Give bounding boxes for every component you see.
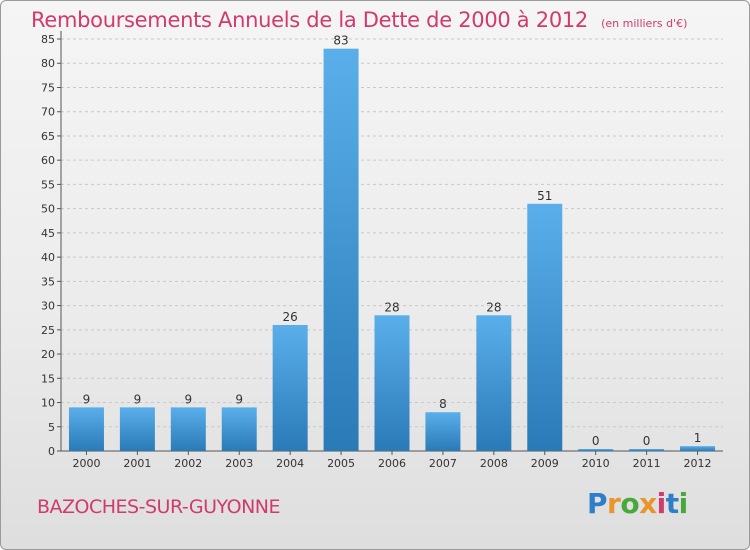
bar-2003 xyxy=(221,407,257,451)
bar-value-label-2009: 51 xyxy=(537,189,552,203)
bar-value-label-2012: 1 xyxy=(694,431,702,445)
bar-2010 xyxy=(578,449,614,451)
y-tick-label: 55 xyxy=(41,178,55,191)
chart-title: Remboursements Annuels de la Dette de 20… xyxy=(31,8,588,32)
bar-2000 xyxy=(68,407,104,451)
chart-subtitle: (en milliers d'€) xyxy=(601,17,688,30)
y-tick-label: 5 xyxy=(48,421,55,434)
x-tick-label-2008: 2008 xyxy=(480,457,508,470)
y-tick-label: 65 xyxy=(41,130,55,143)
x-tick-label-2004: 2004 xyxy=(276,457,304,470)
logo-letter: x xyxy=(639,487,657,520)
y-tick-label: 10 xyxy=(41,397,55,410)
y-tick-label: 85 xyxy=(41,33,55,46)
bar-2001 xyxy=(119,407,155,451)
bar-2012 xyxy=(680,446,716,451)
x-tick-label-2009: 2009 xyxy=(531,457,559,470)
logo-letter: i xyxy=(656,487,667,520)
logo-letter: P xyxy=(587,487,608,520)
title-row: Remboursements Annuels de la Dette de 20… xyxy=(31,8,687,32)
logo-letter: o xyxy=(620,487,640,520)
x-tick-label-2007: 2007 xyxy=(429,457,457,470)
commune-name: BAZOCHES-SUR-GUYONNE xyxy=(37,496,281,518)
y-axis-ticks: 0 5 10 15 20 25 30 35 40 45 50 55 60 65 70 75 80 85 xyxy=(41,33,61,458)
bar-value-label-2003: 9 xyxy=(235,392,243,406)
y-tick-label: 50 xyxy=(41,203,55,216)
bar-2007 xyxy=(425,412,461,451)
bars xyxy=(68,48,716,451)
x-axis-ticks: 2000 2001 2002 2003 2004 2005 2006 2007 2008 2009… xyxy=(72,451,712,470)
bar-value-labels: 9 9 9 9 26 83 28 8 28 51 0 0 1 xyxy=(83,34,702,448)
y-tick-label: 15 xyxy=(41,372,55,385)
bar-value-label-2004: 26 xyxy=(283,310,298,324)
bar-2008 xyxy=(476,315,512,451)
x-tick-label-2012: 2012 xyxy=(684,457,712,470)
bar-2004 xyxy=(272,324,308,451)
bar-2005 xyxy=(323,48,359,451)
x-tick-label-2001: 2001 xyxy=(123,457,151,470)
bar-2006 xyxy=(374,315,410,451)
y-tick-label: 0 xyxy=(48,445,55,458)
y-tick-label: 40 xyxy=(41,251,55,264)
bar-2009 xyxy=(527,203,563,451)
y-tick-label: 35 xyxy=(41,275,55,288)
bar-2002 xyxy=(170,407,206,451)
y-tick-label: 30 xyxy=(41,300,55,313)
bar-value-label-2010: 0 xyxy=(592,434,600,448)
x-tick-label-2003: 2003 xyxy=(225,457,253,470)
y-tick-label: 60 xyxy=(41,154,55,167)
y-tick-label: 80 xyxy=(41,57,55,70)
y-tick-label: 75 xyxy=(41,81,55,94)
bar-value-label-2007: 8 xyxy=(439,397,447,411)
x-tick-label-2006: 2006 xyxy=(378,457,406,470)
bar-value-label-2002: 9 xyxy=(184,392,192,406)
x-tick-label-2011: 2011 xyxy=(633,457,661,470)
y-tick-label: 20 xyxy=(41,348,55,361)
bar-2011 xyxy=(629,449,665,451)
x-tick-label-2005: 2005 xyxy=(327,457,355,470)
bar-value-label-2001: 9 xyxy=(134,392,142,406)
x-tick-label-2002: 2002 xyxy=(174,457,202,470)
proxiti-logo: Proxiti xyxy=(587,487,688,520)
logo-letter: i xyxy=(678,487,689,520)
x-tick-label-2010: 2010 xyxy=(582,457,610,470)
bar-value-label-2005: 83 xyxy=(333,34,348,48)
y-tick-label: 45 xyxy=(41,227,55,240)
bar-value-label-2011: 0 xyxy=(643,434,651,448)
bar-value-label-2000: 9 xyxy=(83,392,91,406)
logo-letter: t xyxy=(665,487,679,520)
bar-value-label-2006: 28 xyxy=(384,300,399,314)
y-tick-label: 70 xyxy=(41,106,55,119)
logo-letter: r xyxy=(607,487,621,520)
bar-value-label-2008: 28 xyxy=(486,300,501,314)
x-tick-label-2000: 2000 xyxy=(72,457,100,470)
y-tick-label: 25 xyxy=(41,324,55,337)
